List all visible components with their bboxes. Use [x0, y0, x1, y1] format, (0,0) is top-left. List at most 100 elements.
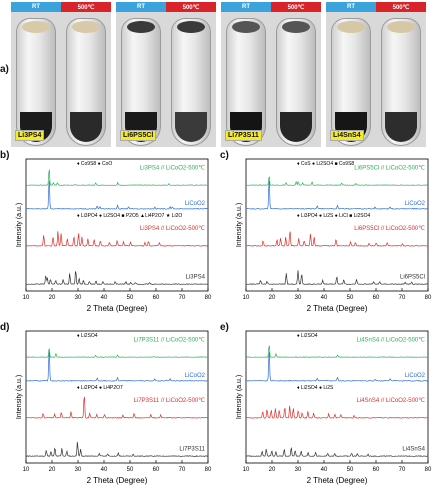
rt-banner: RT	[326, 2, 376, 12]
plot-frame	[245, 158, 429, 292]
series-label: LiCoO2	[405, 373, 426, 379]
vial-cap	[387, 21, 415, 33]
series-line	[25, 396, 209, 419]
phase-legend: ♦ Li2SO4 ● Li2S	[297, 385, 334, 391]
vial-cap	[232, 21, 260, 33]
x-tick-label: 20	[49, 467, 56, 473]
hot-vial	[66, 18, 106, 146]
hot-vial	[276, 18, 316, 146]
x-tick-label: 10	[23, 467, 30, 473]
vial-photo-li6ps5cl: RT 500℃ Li6PS5Cl	[116, 2, 216, 147]
series-label: Li3PS4 // LiCoO2-500℃	[140, 226, 205, 232]
plot-frame	[25, 158, 209, 292]
x-axis-label: 2 Theta (Degree)	[87, 476, 148, 485]
vial-cap	[127, 21, 155, 33]
x-tick-label: 70	[179, 295, 186, 301]
sample-label: Li3PS4	[15, 130, 45, 141]
vial-photo-li3ps4: RT 500℃ Li3PS4	[11, 2, 111, 147]
x-tick-label: 80	[425, 295, 432, 301]
x-tick-label: 70	[399, 467, 406, 473]
hot-powder	[175, 112, 207, 142]
x-tick-label: 40	[321, 295, 328, 301]
x-tick-label: 50	[127, 295, 134, 301]
phase-legend: ♦ Li2SO4	[297, 333, 318, 339]
x-tick-label: 20	[269, 295, 276, 301]
x-tick-label: 30	[295, 295, 302, 301]
series-line	[25, 180, 209, 210]
series-line	[245, 352, 429, 382]
xrd-chart: 10 20 30 40 50 60 70 80 2 Theta (Degree) Intensit…	[16, 330, 212, 485]
series-line	[25, 348, 209, 358]
series-label: LiCoO2	[185, 201, 206, 207]
x-axis-label: 2 Theta (Degree)	[87, 304, 148, 313]
series-label: Li7P3S11 // LiCoO2-500℃	[134, 337, 206, 343]
series-line	[25, 231, 209, 247]
series-line	[245, 180, 429, 210]
series-label: Li6PS5Cl // LiCoO2-500℃	[354, 226, 425, 232]
x-tick-label: 60	[153, 467, 160, 473]
phase-legend: ♦ Co9S8 ● CoO	[77, 161, 112, 167]
panel-d-letter: d)	[0, 322, 10, 333]
500c-banner: 500℃	[376, 2, 426, 12]
phase-legend: ♦ Li2PO4 ● Li4P2O7	[77, 385, 123, 391]
panel-a-letter: a)	[0, 64, 9, 75]
y-axis-label: Intensity (a.u.)	[16, 203, 23, 247]
x-axis-label: 2 Theta (Degree)	[307, 476, 368, 485]
series-label: Li7P3S11	[179, 446, 205, 452]
x-tick-label: 70	[399, 295, 406, 301]
xrd-plot-c: 10 20 30 40 50 60 70 80 2 Theta (Degree) Intensit…	[232, 155, 432, 315]
phase-legend: ♦ CoS ● Li2SO4 ■ Co9S8	[297, 161, 354, 167]
series-line	[245, 345, 429, 358]
xrd-chart: 10 20 30 40 50 60 70 80 2 Theta (Degree) Intensit…	[236, 330, 432, 485]
rt-banner: RT	[116, 2, 166, 12]
series-line	[26, 169, 209, 186]
x-tick-label: 40	[101, 467, 108, 473]
x-axis-label: 2 Theta (Degree)	[307, 304, 368, 313]
panel-e-letter: e)	[220, 322, 229, 333]
y-axis-label: Intensity (a.u.)	[236, 203, 243, 247]
series-label: Li6PS5Cl	[400, 274, 425, 280]
rt-banner: RT	[221, 2, 271, 12]
series-line	[245, 447, 429, 457]
x-tick-label: 10	[243, 295, 250, 301]
vial-cap	[282, 21, 310, 33]
rt-vial	[121, 18, 161, 146]
series-line	[25, 441, 209, 457]
series-label: Li3PS4	[186, 274, 206, 280]
series-label: LiCoO2	[405, 201, 426, 207]
xrd-chart: 10 20 30 40 50 60 70 80 2 Theta (Degree) Intensit…	[16, 158, 212, 313]
series-line	[245, 176, 429, 186]
sample-label: Li6PS5Cl	[120, 130, 157, 141]
x-tick-label: 80	[425, 467, 432, 473]
phase-legend: ♦ Li3PO4 ● Li2SO4 ■ P2O5 ▲Li4P2O7 ★ Li2O	[77, 213, 182, 219]
x-tick-label: 30	[75, 467, 82, 473]
sample-label: Li7P3S11	[225, 130, 262, 141]
series-label: Li4SnS4 // LiCoO2-500℃	[357, 337, 426, 343]
vial-cap	[22, 21, 50, 33]
rt-banner: RT	[11, 2, 61, 12]
x-tick-label: 80	[205, 467, 212, 473]
series-line	[246, 405, 429, 419]
vial-photo-li4sns4: RT 500℃ Li4SnS4	[326, 2, 426, 147]
x-tick-label: 20	[269, 467, 276, 473]
x-tick-label: 80	[205, 295, 212, 301]
sample-label: Li4SnS4	[330, 130, 364, 141]
y-axis-label: Intensity (a.u.)	[236, 375, 243, 419]
series-line	[245, 270, 429, 285]
series-label: Li3PS4 // LiCoO2-500℃	[140, 165, 205, 171]
500c-banner: 500℃	[61, 2, 111, 12]
series-line	[25, 352, 209, 382]
series-label: Li7P3S11 // LiCoO2-500℃	[134, 398, 206, 404]
x-tick-label: 50	[347, 295, 354, 301]
series-label: Li4SnS4 // LiCoO2-500℃	[357, 398, 426, 404]
xrd-chart: 10 20 30 40 50 60 70 80 2 Theta (Degree) Intensit…	[236, 158, 432, 313]
500c-banner: 500℃	[166, 2, 216, 12]
y-axis-label: Intensity (a.u.)	[16, 375, 23, 419]
x-tick-label: 60	[373, 295, 380, 301]
x-tick-label: 20	[49, 295, 56, 301]
series-line	[245, 231, 429, 247]
series-label: LiCoO2	[185, 373, 206, 379]
plot-frame	[25, 330, 209, 464]
phase-legend: ♦ Li2SO4	[77, 333, 98, 339]
x-tick-label: 60	[373, 467, 380, 473]
